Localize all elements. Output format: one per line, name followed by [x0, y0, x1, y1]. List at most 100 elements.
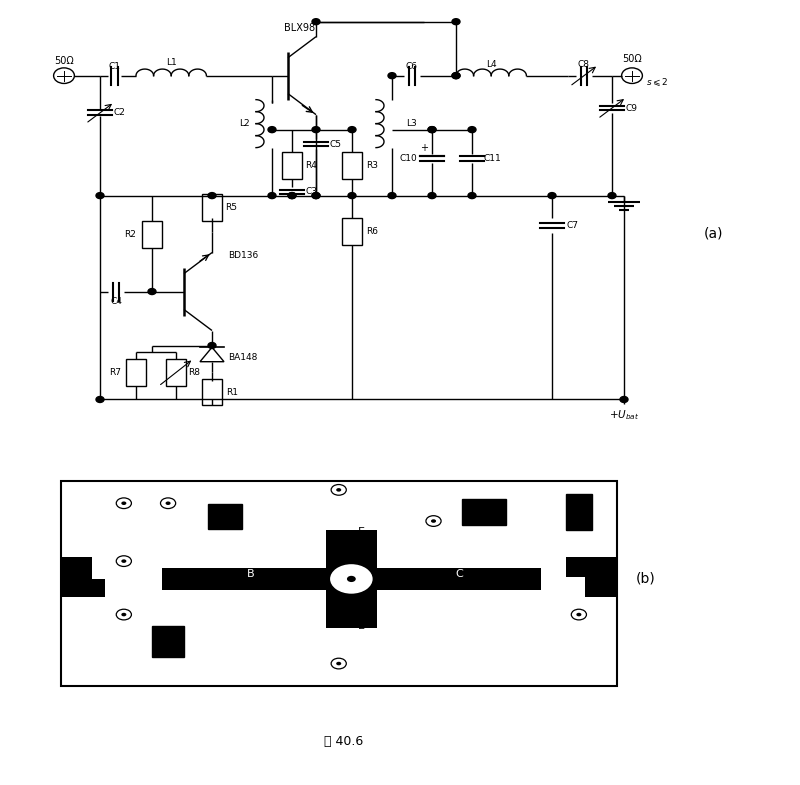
Bar — [202, 379, 222, 406]
Bar — [566, 495, 591, 530]
Circle shape — [288, 192, 296, 199]
Text: C9: C9 — [626, 104, 638, 112]
Text: R2: R2 — [124, 230, 136, 239]
Text: R3: R3 — [366, 161, 378, 170]
Circle shape — [122, 560, 126, 563]
Bar — [61, 557, 92, 597]
Bar — [462, 498, 506, 525]
Text: C10: C10 — [400, 154, 418, 163]
Circle shape — [452, 19, 460, 24]
Text: $+U_{bat}$: $+U_{bat}$ — [609, 408, 639, 422]
Circle shape — [331, 484, 346, 495]
Text: R6: R6 — [366, 227, 378, 236]
Text: 图 40.6: 图 40.6 — [324, 736, 364, 748]
Circle shape — [161, 498, 176, 509]
Circle shape — [348, 126, 356, 133]
Circle shape — [348, 192, 356, 199]
Text: L1: L1 — [166, 58, 177, 67]
Bar — [207, 504, 242, 529]
Circle shape — [431, 519, 436, 523]
Bar — [282, 152, 302, 179]
Circle shape — [468, 192, 476, 199]
Circle shape — [571, 609, 586, 620]
Bar — [566, 557, 617, 577]
Text: R4: R4 — [306, 161, 318, 170]
Circle shape — [148, 289, 156, 294]
Circle shape — [116, 498, 131, 509]
Bar — [162, 568, 541, 590]
Circle shape — [208, 342, 216, 349]
Text: 50Ω: 50Ω — [622, 54, 642, 64]
Bar — [142, 221, 162, 248]
Circle shape — [452, 73, 460, 78]
Circle shape — [312, 126, 320, 133]
Circle shape — [452, 73, 460, 78]
Text: $s \leqslant 2$: $s \leqslant 2$ — [646, 77, 669, 88]
Text: C2: C2 — [114, 108, 126, 117]
Text: B: B — [246, 569, 254, 579]
Bar — [342, 152, 362, 179]
Text: L4: L4 — [486, 60, 497, 69]
Circle shape — [166, 502, 170, 505]
Bar — [166, 360, 186, 385]
Text: BLX98: BLX98 — [285, 23, 315, 33]
Circle shape — [428, 192, 436, 199]
Text: BA148: BA148 — [228, 353, 258, 362]
Text: R7: R7 — [110, 368, 122, 377]
Circle shape — [96, 396, 104, 403]
Bar — [152, 626, 184, 657]
Circle shape — [312, 19, 320, 24]
Circle shape — [116, 609, 131, 620]
Text: C7: C7 — [566, 221, 578, 230]
Circle shape — [576, 613, 582, 616]
Text: C11: C11 — [484, 154, 502, 163]
Text: 50Ω: 50Ω — [54, 56, 74, 66]
Circle shape — [388, 192, 396, 199]
Circle shape — [388, 73, 396, 78]
Circle shape — [426, 516, 441, 527]
Text: C6: C6 — [406, 62, 418, 71]
Circle shape — [608, 192, 616, 199]
Circle shape — [548, 192, 556, 199]
Bar — [586, 557, 617, 597]
Bar — [342, 218, 362, 245]
Circle shape — [331, 658, 346, 669]
Text: R5: R5 — [226, 203, 238, 212]
Circle shape — [620, 396, 628, 403]
Circle shape — [347, 576, 356, 582]
Text: E: E — [358, 621, 365, 630]
Text: R1: R1 — [226, 388, 238, 396]
Circle shape — [428, 126, 436, 133]
Circle shape — [122, 502, 126, 505]
Circle shape — [312, 192, 320, 199]
Circle shape — [268, 192, 276, 199]
Text: R8: R8 — [188, 368, 200, 377]
Circle shape — [468, 126, 476, 133]
Bar — [61, 481, 617, 686]
Circle shape — [116, 556, 131, 567]
Circle shape — [336, 662, 342, 666]
Circle shape — [122, 613, 126, 616]
Text: +: + — [420, 143, 428, 152]
Circle shape — [96, 192, 104, 199]
Text: (a): (a) — [704, 227, 723, 240]
Circle shape — [208, 192, 216, 199]
Text: C8: C8 — [578, 60, 590, 69]
Bar — [126, 360, 146, 385]
Text: (b): (b) — [636, 572, 655, 586]
Circle shape — [288, 192, 296, 199]
Text: L3: L3 — [406, 119, 417, 128]
Text: C3: C3 — [306, 188, 318, 196]
Circle shape — [330, 564, 374, 594]
Circle shape — [312, 192, 320, 199]
Text: C4: C4 — [110, 298, 122, 306]
Text: E: E — [358, 528, 365, 537]
Text: C5: C5 — [330, 140, 342, 148]
Text: L2: L2 — [238, 119, 250, 128]
Text: BD136: BD136 — [228, 251, 258, 260]
Bar — [61, 579, 105, 597]
Circle shape — [428, 126, 436, 133]
Text: C: C — [455, 569, 462, 579]
Circle shape — [336, 488, 342, 491]
Bar — [202, 195, 222, 221]
